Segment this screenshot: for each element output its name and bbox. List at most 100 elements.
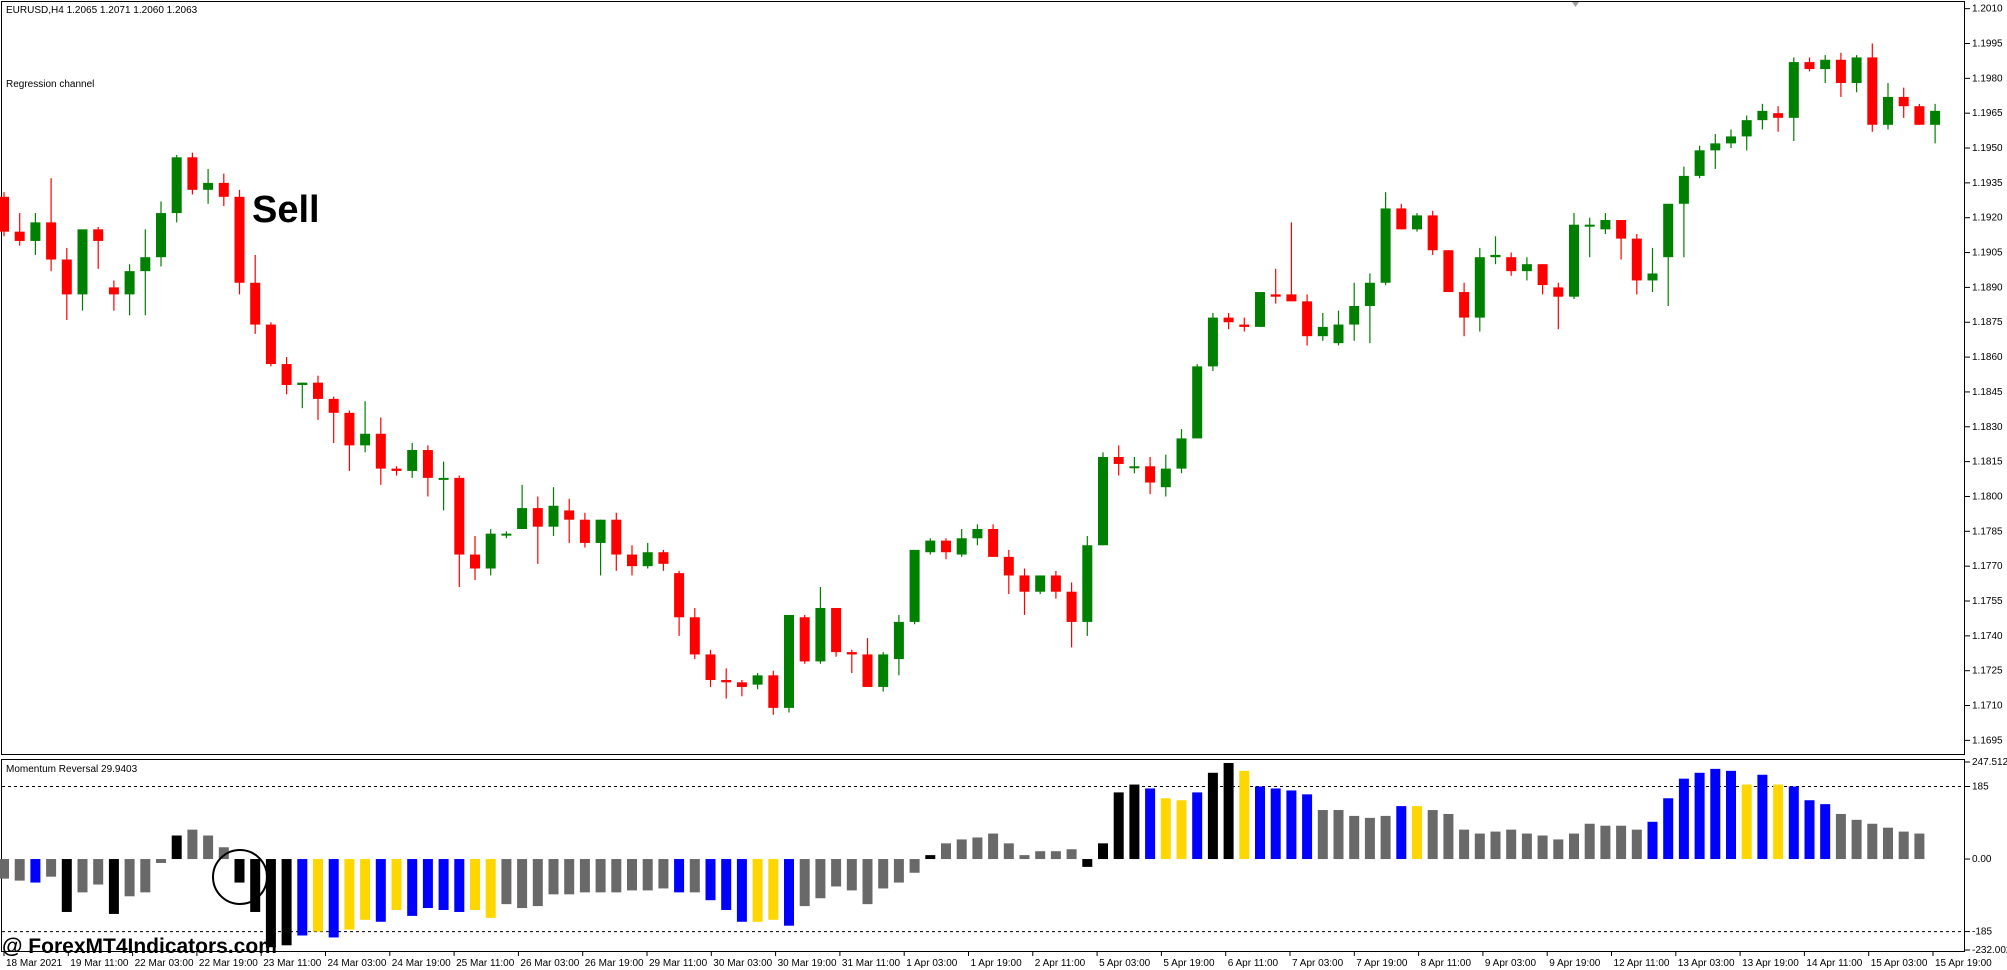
- candle-body: [171, 157, 182, 214]
- momentum-bar: [768, 859, 779, 920]
- momentum-bar: [1364, 817, 1375, 860]
- shift-marker-icon[interactable]: [1572, 2, 1579, 7]
- candle-body: [1192, 366, 1203, 439]
- candle: [46, 178, 57, 272]
- price-tick-label: 1.2010: [1972, 4, 2003, 15]
- candle: [1349, 282, 1360, 341]
- candle-body: [1207, 317, 1218, 367]
- momentum-bar: [1788, 786, 1799, 860]
- price-tick-label: 1.1815: [1972, 457, 2003, 468]
- candle: [784, 614, 794, 713]
- momentum-bar: [0, 859, 9, 879]
- candle: [203, 168, 214, 204]
- candle: [124, 264, 135, 316]
- candle-body: [1553, 287, 1564, 297]
- candle: [1600, 213, 1611, 234]
- candle: [1286, 222, 1297, 302]
- candle-body: [1223, 317, 1234, 323]
- sell-annotation: Sell: [252, 189, 320, 231]
- candle: [1631, 233, 1642, 295]
- candles: [0, 43, 1941, 715]
- price-tick-label: 1.1785: [1972, 526, 2003, 537]
- candle-body: [1835, 59, 1846, 83]
- momentum-bar: [1710, 768, 1721, 860]
- candle: [1930, 103, 1941, 144]
- candle-body: [1396, 208, 1407, 230]
- candle: [1003, 549, 1014, 595]
- momentum-bar: [1616, 825, 1627, 860]
- candle: [705, 649, 716, 687]
- candle-body: [517, 508, 528, 529]
- candle: [548, 487, 559, 536]
- candle: [1396, 203, 1407, 230]
- time-tick-label: 30 Mar 03:00: [713, 958, 772, 969]
- candle-body: [1176, 438, 1187, 469]
- candle-body: [1317, 326, 1328, 337]
- momentum-bar: [736, 859, 747, 922]
- candle-body: [1694, 150, 1705, 176]
- candle: [768, 670, 779, 715]
- time-tick-label: 5 Apr 03:00: [1099, 958, 1151, 969]
- candle: [611, 512, 622, 571]
- time-tick-label: 2 Apr 11:00: [1035, 958, 1086, 969]
- candle-body: [1569, 224, 1579, 297]
- candle-body: [1757, 110, 1768, 121]
- candle-body: [0, 196, 9, 232]
- candle: [375, 417, 386, 485]
- momentum-bar: [1600, 825, 1611, 860]
- indicator-tick-label: 247.512: [1972, 757, 2007, 768]
- price-tick-label: 1.1740: [1972, 631, 2003, 642]
- candle-body: [1773, 113, 1784, 118]
- candle-body: [752, 675, 763, 685]
- candle: [674, 570, 685, 636]
- indicator-axis: 247.512 185 0.00 -185 -232.002: [1965, 757, 2007, 956]
- candle: [14, 213, 25, 246]
- time-tick-label: 1 Apr 03:00: [906, 958, 958, 969]
- candle-body: [736, 682, 747, 687]
- candle: [140, 229, 151, 316]
- price-tick-label: 1.1980: [1972, 73, 2003, 84]
- momentum-bar: [156, 859, 166, 863]
- candle: [1098, 452, 1108, 546]
- candle: [1302, 294, 1313, 346]
- momentum-bar: [831, 859, 842, 887]
- momentum-bar: [878, 859, 889, 889]
- momentum-bar: [1631, 829, 1642, 860]
- candle-body: [1035, 575, 1046, 592]
- candle-body: [1066, 591, 1077, 622]
- candle-body: [422, 450, 433, 478]
- momentum-bar: [1804, 800, 1815, 860]
- momentum-bar: [501, 859, 512, 905]
- momentum-bar: [1867, 823, 1878, 860]
- candle: [893, 614, 904, 676]
- candle: [297, 382, 308, 409]
- candle: [627, 545, 637, 576]
- candle: [93, 227, 104, 269]
- candle: [988, 524, 999, 557]
- candle: [1820, 55, 1831, 83]
- candle: [689, 607, 700, 660]
- candle-body: [1804, 62, 1815, 70]
- candle: [1757, 103, 1768, 130]
- candle: [1050, 570, 1061, 599]
- candle: [1490, 236, 1501, 265]
- candle: [1019, 568, 1030, 615]
- candle-body: [893, 621, 904, 660]
- indicator-panel-frame: [1, 759, 1965, 952]
- momentum-bar: [627, 859, 637, 891]
- candle: [1647, 247, 1658, 293]
- candle-body: [909, 549, 920, 622]
- momentum-bar: [1412, 806, 1422, 860]
- candle: [1207, 312, 1218, 372]
- candle: [1333, 310, 1344, 346]
- candle-body: [1098, 456, 1108, 546]
- candle-body: [1883, 96, 1893, 125]
- momentum-bar: [1569, 833, 1579, 860]
- candle: [156, 201, 166, 267]
- time-tick-label: 29 Mar 11:00: [649, 958, 708, 969]
- candle-body: [1019, 575, 1030, 592]
- momentum-bar: [799, 859, 810, 907]
- momentum-bar: [438, 859, 449, 911]
- candle: [1066, 582, 1077, 648]
- momentum-bar: [1835, 813, 1846, 860]
